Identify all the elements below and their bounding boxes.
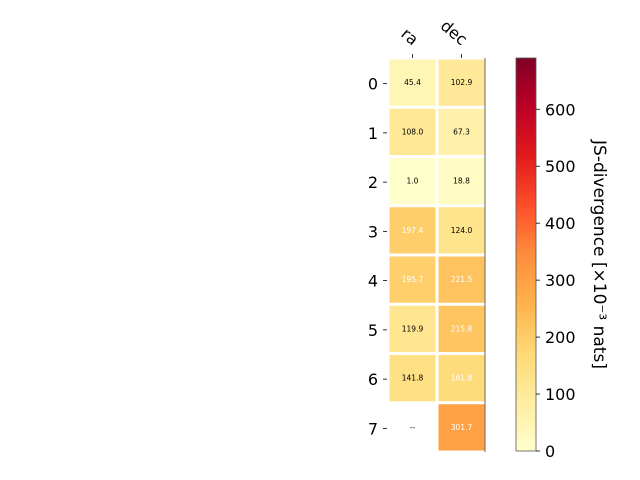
colorbar-tick-label: 200 (545, 328, 576, 347)
cell-value-label: 124.0 (451, 226, 473, 235)
y-tick-label: 5 (368, 321, 378, 340)
heatmap: 45.4 102.9 108.0 67.3 1.0 18.8 197.4 124.0 195.7… (368, 16, 486, 452)
cell-value-label: 161.8 (451, 374, 473, 383)
colorbar-tick-label: 0 (545, 442, 555, 461)
heatmap-cell (389, 158, 436, 205)
heatmap-cell (389, 207, 436, 254)
colorbar-label: JS-divergence [×10⁻³ nats] (589, 139, 609, 369)
heatmap-cell (438, 158, 485, 205)
cell-value-label: 141.8 (402, 374, 424, 383)
heatmap-cell (389, 305, 436, 352)
y-tick-label: 6 (368, 370, 378, 389)
colorbar-tick-label: 600 (545, 100, 576, 119)
cell-value-label: 301.7 (451, 423, 473, 432)
heatmap-cell (438, 355, 485, 402)
cell-value-label: 102.9 (451, 78, 473, 87)
heatmap-cell (438, 256, 485, 303)
y-tick-label: 0 (368, 75, 378, 94)
heatmap-cell (438, 404, 485, 451)
heatmap-cell (389, 59, 436, 106)
colorbar: 0 100 200 300 400 500 600 JS-divergence [×10⁻³ … (515, 57, 609, 461)
y-tick-label: 4 (368, 272, 378, 291)
y-tick-label: 1 (368, 124, 378, 143)
cell-value-label: 215.8 (451, 324, 473, 333)
colorbar-tick-label: 300 (545, 271, 576, 290)
cell-value-label: 1.0 (407, 177, 419, 186)
heatmap-cell (438, 108, 485, 155)
cell-value-label: 119.9 (402, 324, 424, 333)
heatmap-cell (438, 305, 485, 352)
x-tick-label: dec (437, 16, 471, 49)
y-tick-label: 7 (368, 419, 378, 438)
cell-value-label: 195.7 (402, 275, 424, 284)
cell-value-label: -- (410, 423, 416, 432)
heatmap-cell (438, 59, 485, 106)
heatmap-cell (389, 355, 436, 402)
cell-value-label: 45.4 (404, 78, 421, 87)
cell-value-label: 18.8 (453, 177, 470, 186)
y-tick-label: 3 (368, 222, 378, 241)
colorbar-tick-label: 100 (545, 385, 576, 404)
cell-value-label: 221.5 (451, 275, 473, 284)
x-tick-label: ra (397, 24, 422, 49)
heatmap-cell (389, 108, 436, 155)
colorbar-tick-label: 400 (545, 214, 576, 233)
heatmap-cell (438, 207, 485, 254)
cell-value-label: 67.3 (453, 127, 470, 136)
heatmap-cell (389, 256, 436, 303)
cell-value-label: 197.4 (402, 226, 424, 235)
colorbar-tick-label: 500 (545, 157, 576, 176)
colorbar-gradient (515, 57, 537, 452)
y-tick-label: 2 (368, 173, 378, 192)
cell-value-label: 108.0 (402, 127, 424, 136)
